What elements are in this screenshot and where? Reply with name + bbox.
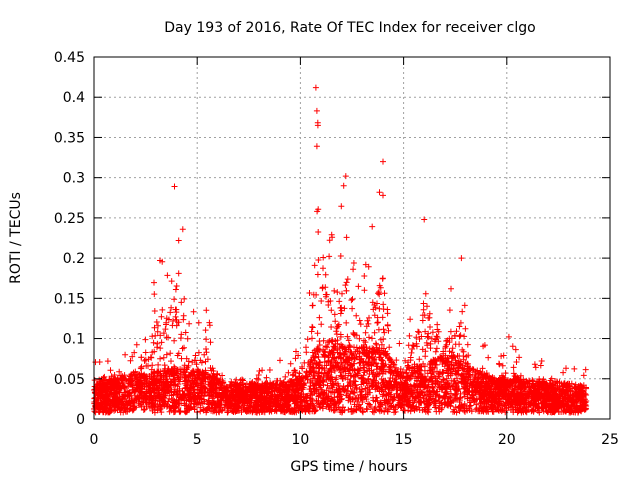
x-tick-label: 10 (291, 432, 309, 448)
y-tick-label: 0.05 (54, 372, 85, 388)
x-tick-label: 0 (90, 432, 99, 448)
y-tick-label: 0.35 (54, 130, 85, 146)
x-tick-label: 15 (395, 432, 413, 448)
y-tick-label: 0.1 (63, 332, 85, 348)
data-points (91, 84, 590, 416)
y-tick-label: 0.15 (54, 291, 85, 307)
x-axis-ticks: 0 5 10 15 20 25 (90, 57, 619, 448)
y-tick-label: 0.25 (54, 211, 85, 227)
y-tick-label: 0.4 (63, 90, 85, 106)
y-tick-label: 0.2 (63, 251, 85, 267)
y-axis-ticks: 0 0.05 0.1 0.15 0.2 0.25 0.3 0.35 0.4 0.45 (54, 50, 610, 428)
chart-title: Day 193 of 2016, Rate Of TEC Index for r… (164, 20, 535, 36)
plot-frame (93, 56, 611, 420)
y-tick-label: 0.3 (63, 171, 85, 187)
y-tick-label: 0.45 (54, 50, 85, 66)
x-tick-label: 25 (601, 432, 619, 448)
y-tick-label: 0 (76, 412, 85, 428)
y-axis-label: ROTI / TECUs (8, 192, 24, 284)
roti-series-markers (91, 84, 590, 416)
x-tick-label: 20 (498, 432, 516, 448)
x-tick-label: 5 (193, 432, 202, 448)
x-axis-label: GPS time / hours (290, 459, 407, 475)
